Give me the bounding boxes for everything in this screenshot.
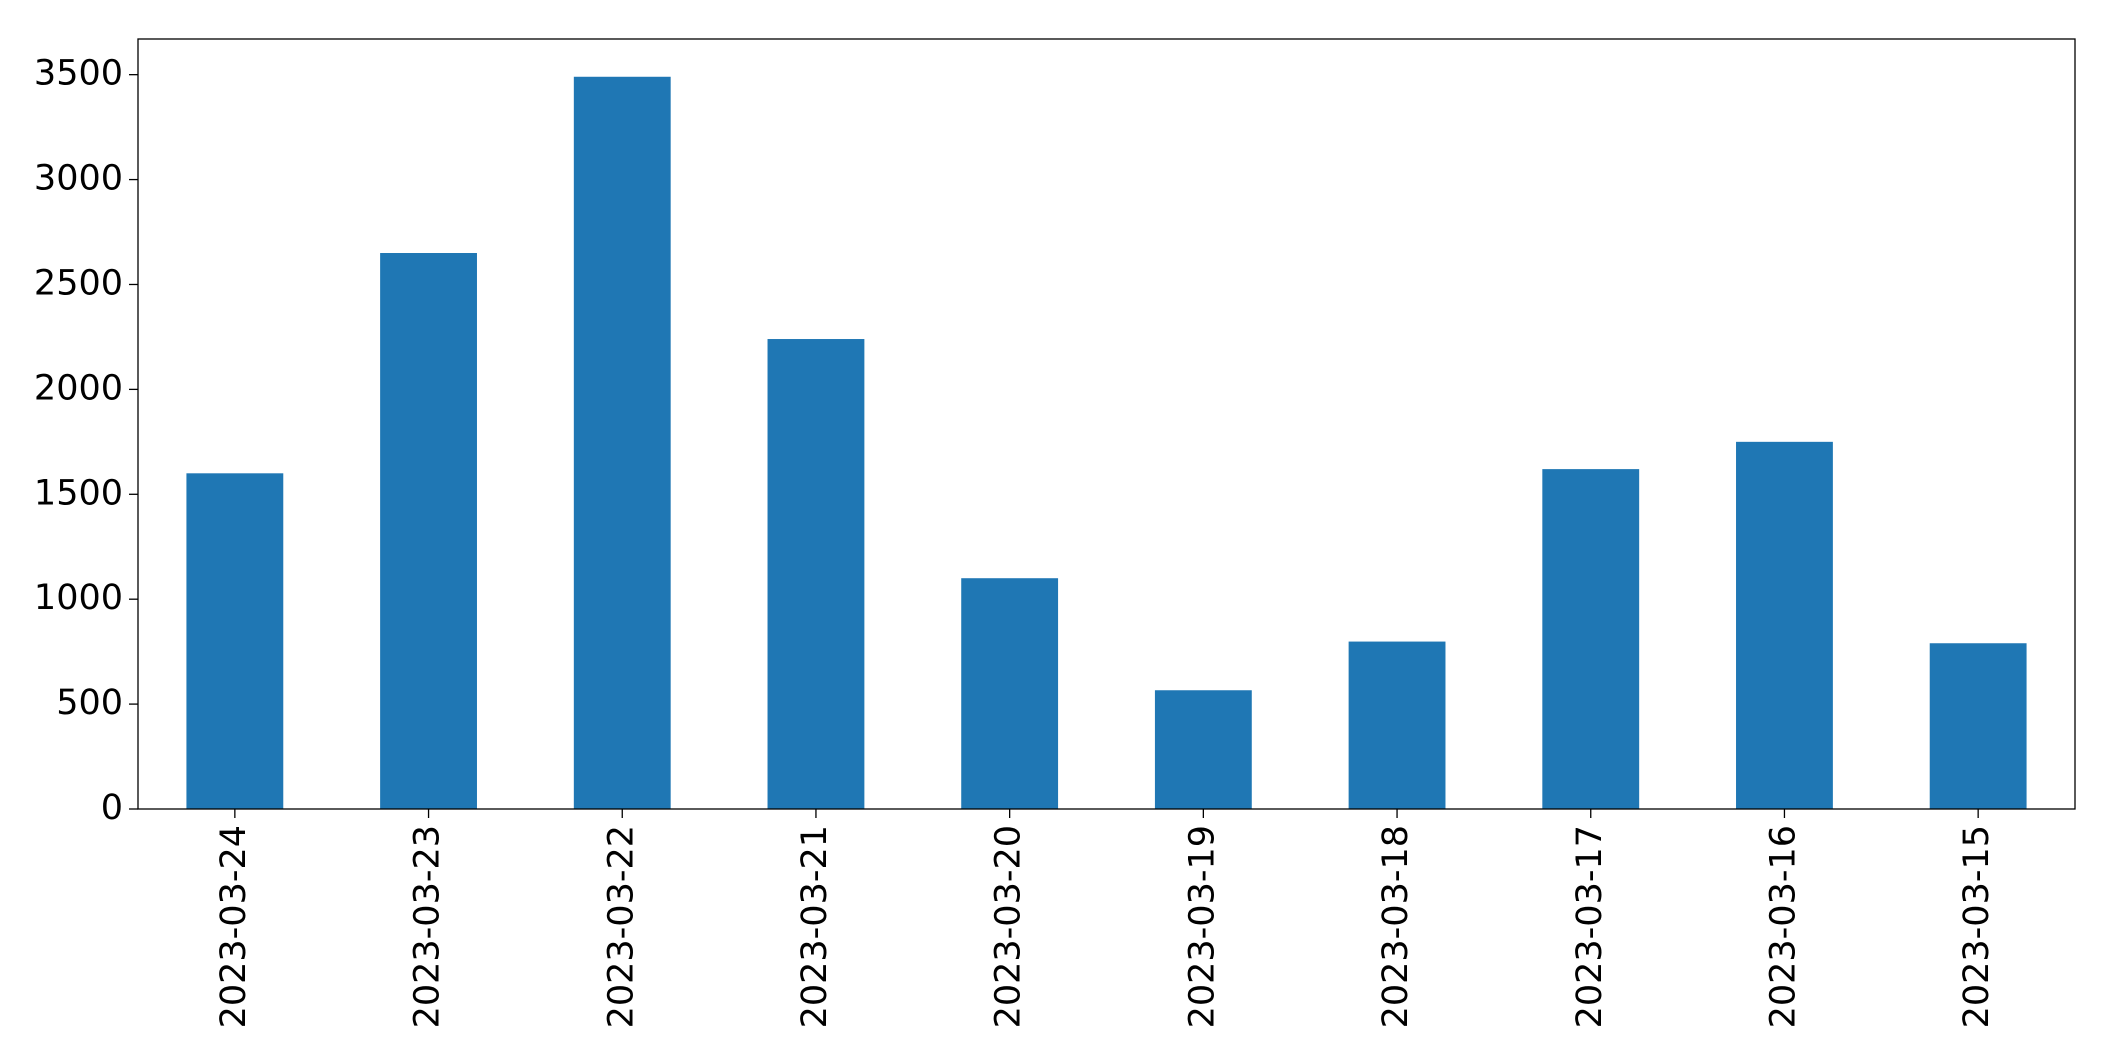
x-tick-label: 2023-03-15 (1957, 825, 1997, 1028)
x-tick-label: 2023-03-17 (1570, 825, 1610, 1028)
bar (380, 253, 477, 810)
y-tick-label: 1500 (34, 473, 123, 513)
bar (186, 473, 284, 809)
x-tick-label: 2023-03-18 (1376, 825, 1416, 1028)
y-tick-label: 500 (56, 683, 123, 723)
x-tick-label: 2023-03-21 (795, 825, 835, 1028)
bar (1736, 441, 1833, 809)
y-tick-label: 1000 (34, 578, 123, 618)
bar (767, 339, 865, 809)
x-tick-label: 2023-03-20 (989, 825, 1029, 1028)
y-tick-label: 3500 (34, 54, 123, 94)
x-tick-label: 2023-03-22 (601, 825, 641, 1028)
bar (1929, 643, 2027, 809)
y-tick-label: 0 (101, 788, 123, 828)
y-tick-label: 2500 (34, 263, 123, 303)
x-tick-label: 2023-03-19 (1182, 825, 1222, 1028)
x-tick-label: 2023-03-24 (214, 825, 254, 1028)
bar (1348, 641, 1446, 809)
x-tick-label: 2023-03-16 (1763, 825, 1803, 1028)
bar (1542, 469, 1640, 809)
y-tick-label: 2000 (34, 368, 123, 408)
bar (961, 578, 1059, 809)
y-tick-label: 3000 (34, 159, 123, 199)
x-tick-label: 2023-03-23 (408, 825, 448, 1028)
bar (1154, 690, 1252, 809)
plot-frame (137, 38, 2076, 810)
bar (573, 76, 671, 809)
